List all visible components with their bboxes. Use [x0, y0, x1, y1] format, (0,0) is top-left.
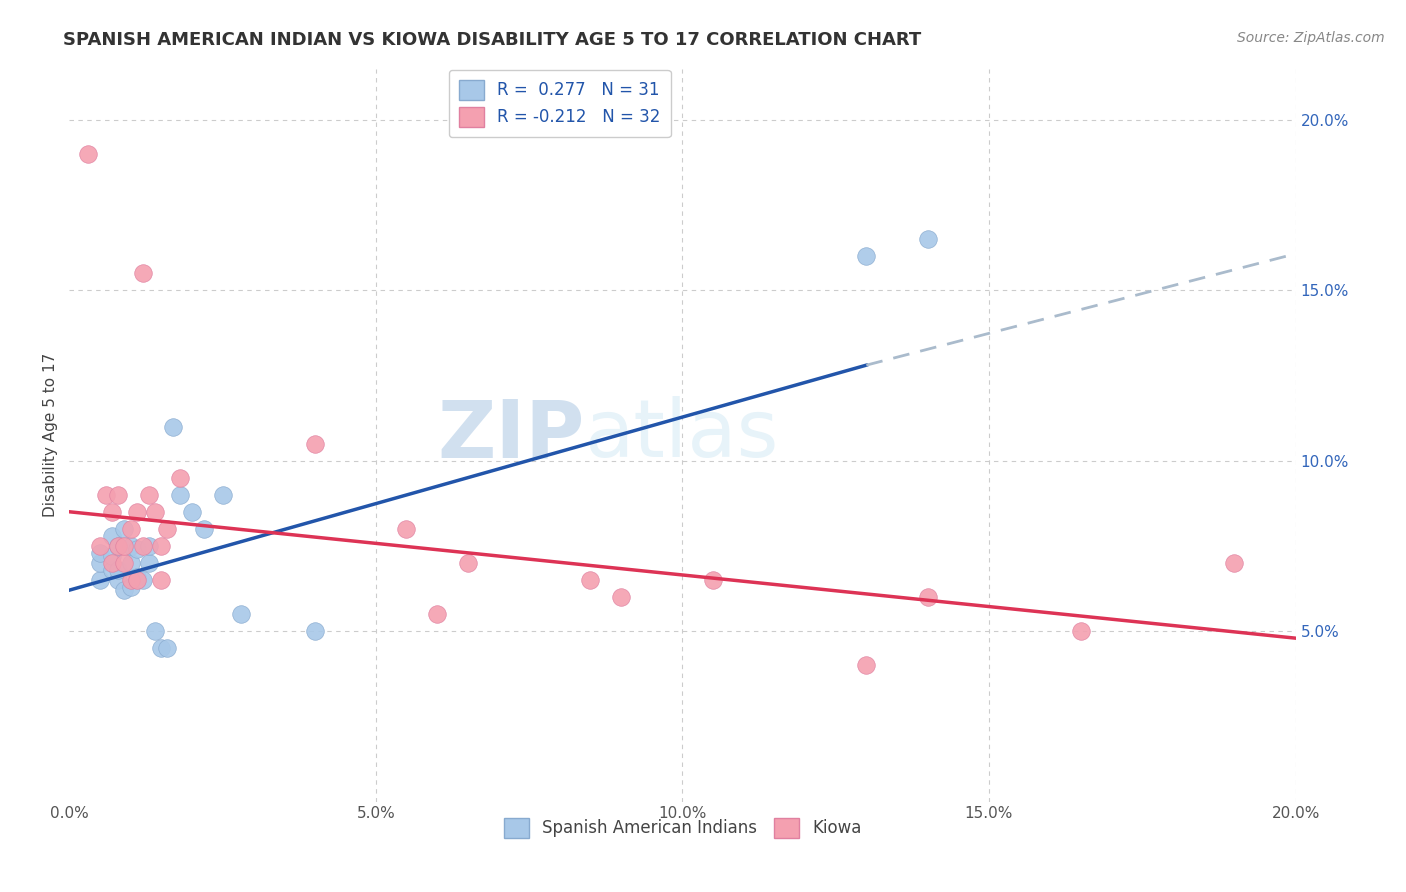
- Point: [120, 539, 142, 553]
- Point: [180, 505, 202, 519]
- Point: [94, 488, 117, 502]
- Point: [89, 573, 111, 587]
- Point: [120, 522, 142, 536]
- Point: [211, 488, 233, 502]
- Point: [143, 505, 166, 519]
- Point: [1223, 556, 1246, 570]
- Point: [138, 556, 160, 570]
- Point: [125, 569, 148, 583]
- Text: atlas: atlas: [585, 396, 779, 474]
- Point: [304, 436, 326, 450]
- Point: [1070, 624, 1092, 639]
- Point: [156, 641, 179, 656]
- Point: [138, 488, 160, 502]
- Point: [855, 249, 877, 263]
- Point: [89, 546, 111, 560]
- Point: [132, 573, 155, 587]
- Point: [125, 505, 148, 519]
- Point: [89, 539, 111, 553]
- Point: [120, 580, 142, 594]
- Point: [457, 556, 479, 570]
- Point: [89, 556, 111, 570]
- Point: [169, 488, 191, 502]
- Point: [107, 563, 129, 577]
- Point: [125, 542, 148, 557]
- Point: [112, 539, 135, 553]
- Point: [917, 232, 939, 246]
- Text: ZIP: ZIP: [437, 396, 585, 474]
- Point: [304, 624, 326, 639]
- Point: [162, 419, 184, 434]
- Point: [138, 539, 160, 553]
- Point: [579, 573, 602, 587]
- Point: [702, 573, 724, 587]
- Point: [855, 658, 877, 673]
- Point: [107, 488, 129, 502]
- Point: [150, 573, 173, 587]
- Point: [120, 573, 142, 587]
- Point: [132, 539, 155, 553]
- Point: [150, 539, 173, 553]
- Point: [101, 549, 124, 563]
- Point: [76, 146, 98, 161]
- Point: [125, 573, 148, 587]
- Text: SPANISH AMERICAN INDIAN VS KIOWA DISABILITY AGE 5 TO 17 CORRELATION CHART: SPANISH AMERICAN INDIAN VS KIOWA DISABIL…: [63, 31, 921, 49]
- Point: [120, 556, 142, 570]
- Point: [101, 505, 124, 519]
- Point: [169, 471, 191, 485]
- Point: [107, 539, 129, 553]
- Point: [143, 624, 166, 639]
- Point: [107, 573, 129, 587]
- Point: [112, 583, 135, 598]
- Point: [112, 556, 135, 570]
- Point: [917, 590, 939, 604]
- Point: [112, 522, 135, 536]
- Point: [101, 528, 124, 542]
- Point: [426, 607, 449, 621]
- Point: [395, 522, 418, 536]
- Point: [107, 539, 129, 553]
- Point: [132, 266, 155, 280]
- Point: [610, 590, 633, 604]
- Y-axis label: Disability Age 5 to 17: Disability Age 5 to 17: [44, 353, 58, 517]
- Point: [193, 522, 215, 536]
- Point: [150, 641, 173, 656]
- Point: [156, 522, 179, 536]
- Point: [101, 563, 124, 577]
- Legend: Spanish American Indians, Kiowa: Spanish American Indians, Kiowa: [496, 811, 868, 845]
- Point: [101, 556, 124, 570]
- Point: [229, 607, 252, 621]
- Text: Source: ZipAtlas.com: Source: ZipAtlas.com: [1237, 31, 1385, 45]
